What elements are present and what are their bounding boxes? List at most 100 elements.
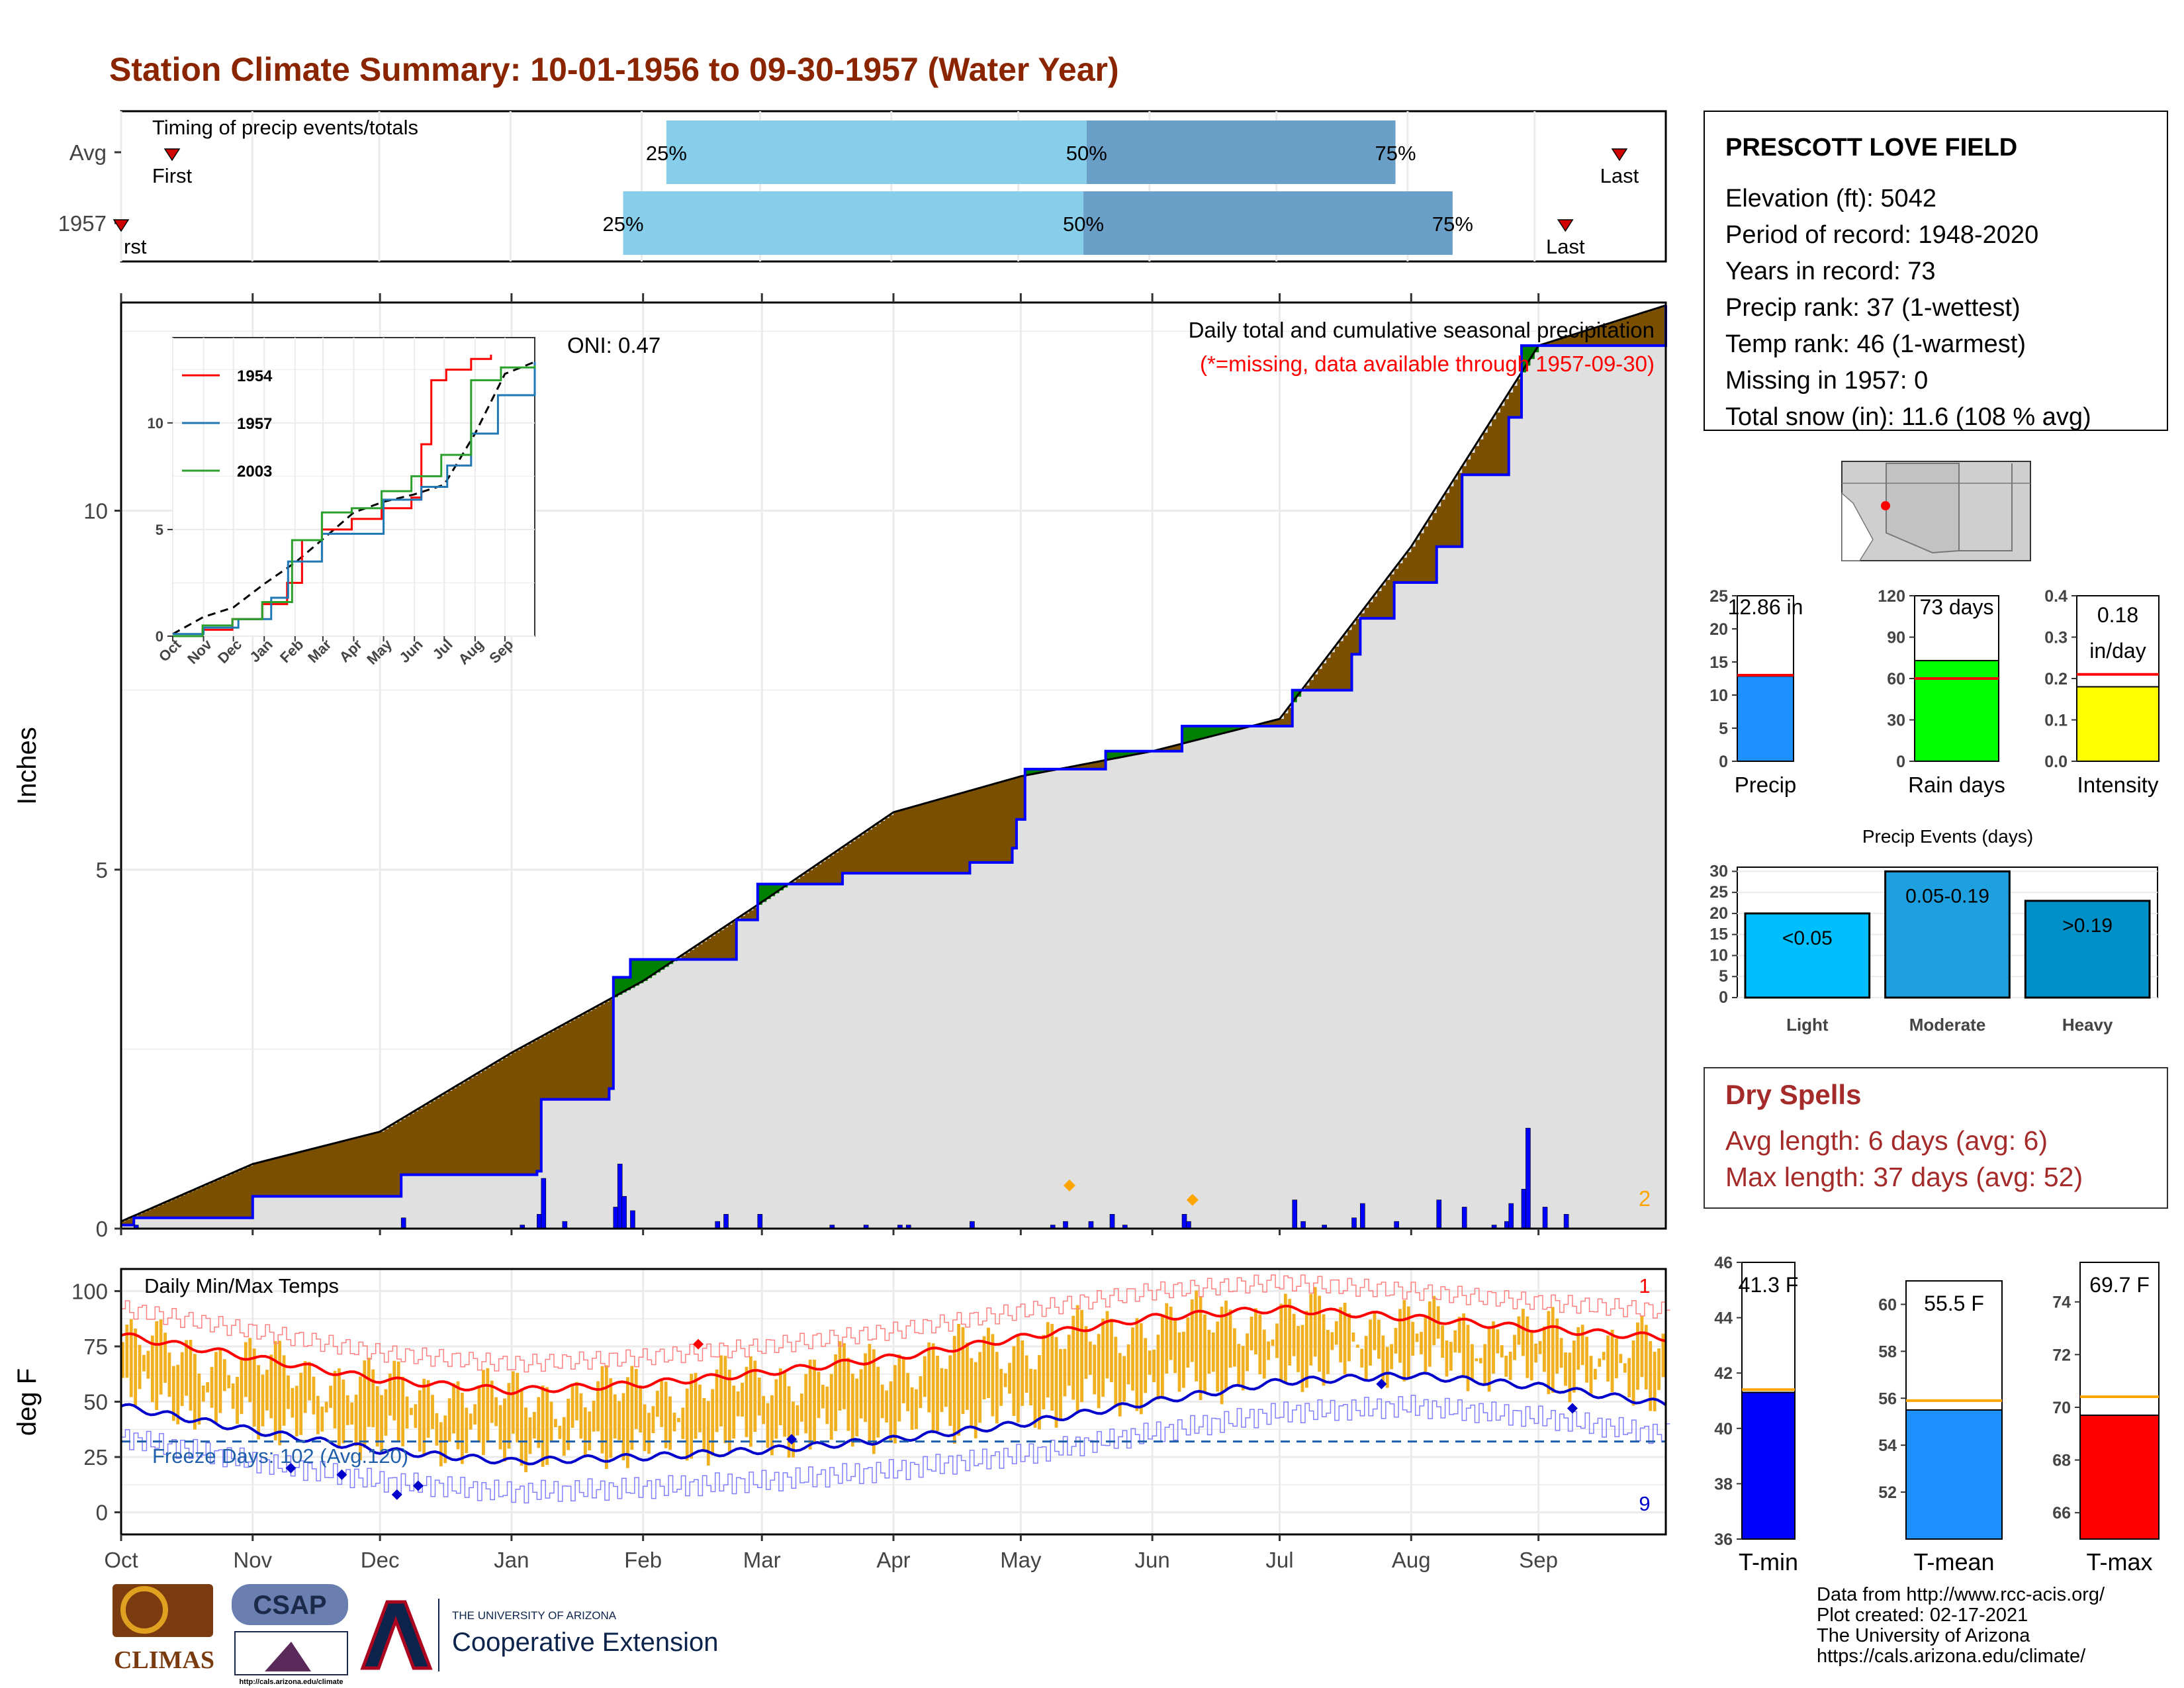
departure-area [1364, 608, 1369, 619]
departure-area [927, 802, 933, 874]
departure-area [291, 1154, 296, 1197]
departure-area [1411, 546, 1416, 583]
departure-area [982, 787, 987, 863]
departure-area [817, 864, 822, 884]
departure-area [252, 1164, 257, 1197]
daily-temp-bar [889, 1381, 893, 1442]
quartile-bar-upper [1086, 120, 1396, 184]
csap-logo-frame [234, 1631, 348, 1675]
departure-area [206, 1184, 211, 1218]
daily-temp-bar [1190, 1299, 1194, 1362]
daily-temp-bar [1042, 1335, 1046, 1410]
temp-bar-y-tick-label: 40 [1714, 1420, 1733, 1438]
record-low-count: 9 [1639, 1492, 1650, 1515]
daily-temp-bar [558, 1425, 562, 1439]
daily-temp-bar [1517, 1316, 1521, 1345]
daily-temp-bar [350, 1402, 354, 1425]
daily-temp-bar [1487, 1327, 1491, 1392]
daily-temp-bar [995, 1352, 999, 1424]
daily-temp-bar [1504, 1355, 1508, 1377]
daily-temp-bar [970, 1358, 974, 1428]
daily-temp-bar [834, 1354, 838, 1431]
freeze-days-label: Freeze Days: 102 (Avg.120) [152, 1444, 408, 1468]
daily-temp-bar [524, 1407, 527, 1472]
daily-temp-bar [299, 1372, 303, 1435]
daily-temp-bar [231, 1383, 235, 1409]
daily-temp-bar [1267, 1341, 1271, 1360]
departure-area [494, 1062, 500, 1175]
daily-precip-bar [1300, 1221, 1306, 1229]
departure-area [1576, 333, 1582, 346]
temp-summary-bars: 41.3 F 36 38 40 42 44 46 T-min 55.5 F 52 54 56 58 60 T… [1714, 1254, 2160, 1575]
daily-temp-bar [1241, 1346, 1245, 1391]
daily-temp-bar [1046, 1322, 1050, 1398]
temp-bar-label: T-mean [1913, 1548, 1994, 1575]
departure-area [345, 1140, 351, 1197]
daily-temp-bar [265, 1370, 269, 1411]
daily-temp-bar [121, 1342, 124, 1378]
departure-area [562, 1025, 567, 1100]
departure-area [995, 783, 1000, 863]
departure-area [171, 1199, 177, 1218]
daily-temp-bar [1199, 1297, 1203, 1401]
departure-area [384, 1129, 389, 1197]
departure-area [749, 910, 754, 920]
departure-area [1165, 747, 1170, 751]
departure-area [639, 959, 644, 984]
daily-temp-bar [952, 1336, 956, 1444]
temp-bar-y-tick-label: 70 [2052, 1399, 2071, 1417]
departure-area [1479, 439, 1484, 475]
daily-temp-bar [1067, 1335, 1071, 1386]
daily-temp-bar [439, 1422, 443, 1467]
q75-label: 75% [1375, 142, 1416, 165]
daily-temp-bar [295, 1385, 298, 1436]
daily-temp-bar [1428, 1301, 1432, 1367]
daily-temp-bar [1551, 1307, 1555, 1393]
temp-panel-title: Daily Min/Max Temps [144, 1274, 339, 1297]
daily-temp-bar [715, 1369, 719, 1432]
daily-temp-bar [222, 1359, 226, 1391]
departure-area [1093, 762, 1098, 769]
daily-temps-panel: Daily Min/Max Temps Freeze Days: 102 (Avg… [13, 1268, 1670, 1572]
daily-temp-bar [1059, 1348, 1062, 1421]
departure-area [231, 1173, 236, 1218]
departure-area [1347, 630, 1353, 690]
q25-label: 25% [603, 212, 644, 236]
departure-area [617, 977, 623, 995]
departure-area [944, 798, 949, 874]
departure-area [1385, 580, 1390, 619]
quartile-bar-upper [1083, 191, 1453, 255]
departure-area [261, 1162, 266, 1197]
daily-temp-bar [630, 1366, 634, 1450]
departure-area [456, 1086, 461, 1175]
departure-area [872, 826, 877, 874]
departure-area [176, 1197, 181, 1218]
normal-area [121, 305, 1666, 1229]
daily-temp-bar [520, 1388, 523, 1466]
departure-area [1436, 506, 1441, 547]
mini-bar [2076, 686, 2160, 762]
daily-temp-bar [1254, 1308, 1257, 1355]
departure-area [1275, 720, 1281, 726]
temp-y-tick-label: 0 [96, 1501, 108, 1525]
departure-area [473, 1075, 478, 1175]
daily-temp-bar [910, 1387, 914, 1430]
departure-area [732, 921, 737, 960]
departure-area [392, 1124, 398, 1197]
departure-area [588, 1011, 593, 1100]
mini-y-tick-label: 30 [1887, 712, 1905, 730]
departure-area [660, 959, 665, 970]
last-event-marker [1611, 148, 1628, 162]
departure-area [1199, 726, 1204, 739]
departure-area [651, 959, 657, 976]
departure-area [396, 1121, 402, 1197]
departure-area [1122, 751, 1128, 757]
daily-temp-bar [1262, 1329, 1266, 1379]
departure-area [1483, 432, 1488, 475]
y-tick-label: 10 [83, 499, 108, 524]
departure-area [897, 811, 903, 874]
daily-temp-bar [1008, 1362, 1011, 1394]
inset-y-tick-label: 0 [156, 628, 163, 645]
daily-temp-bar [456, 1381, 460, 1450]
departure-area [957, 794, 962, 874]
